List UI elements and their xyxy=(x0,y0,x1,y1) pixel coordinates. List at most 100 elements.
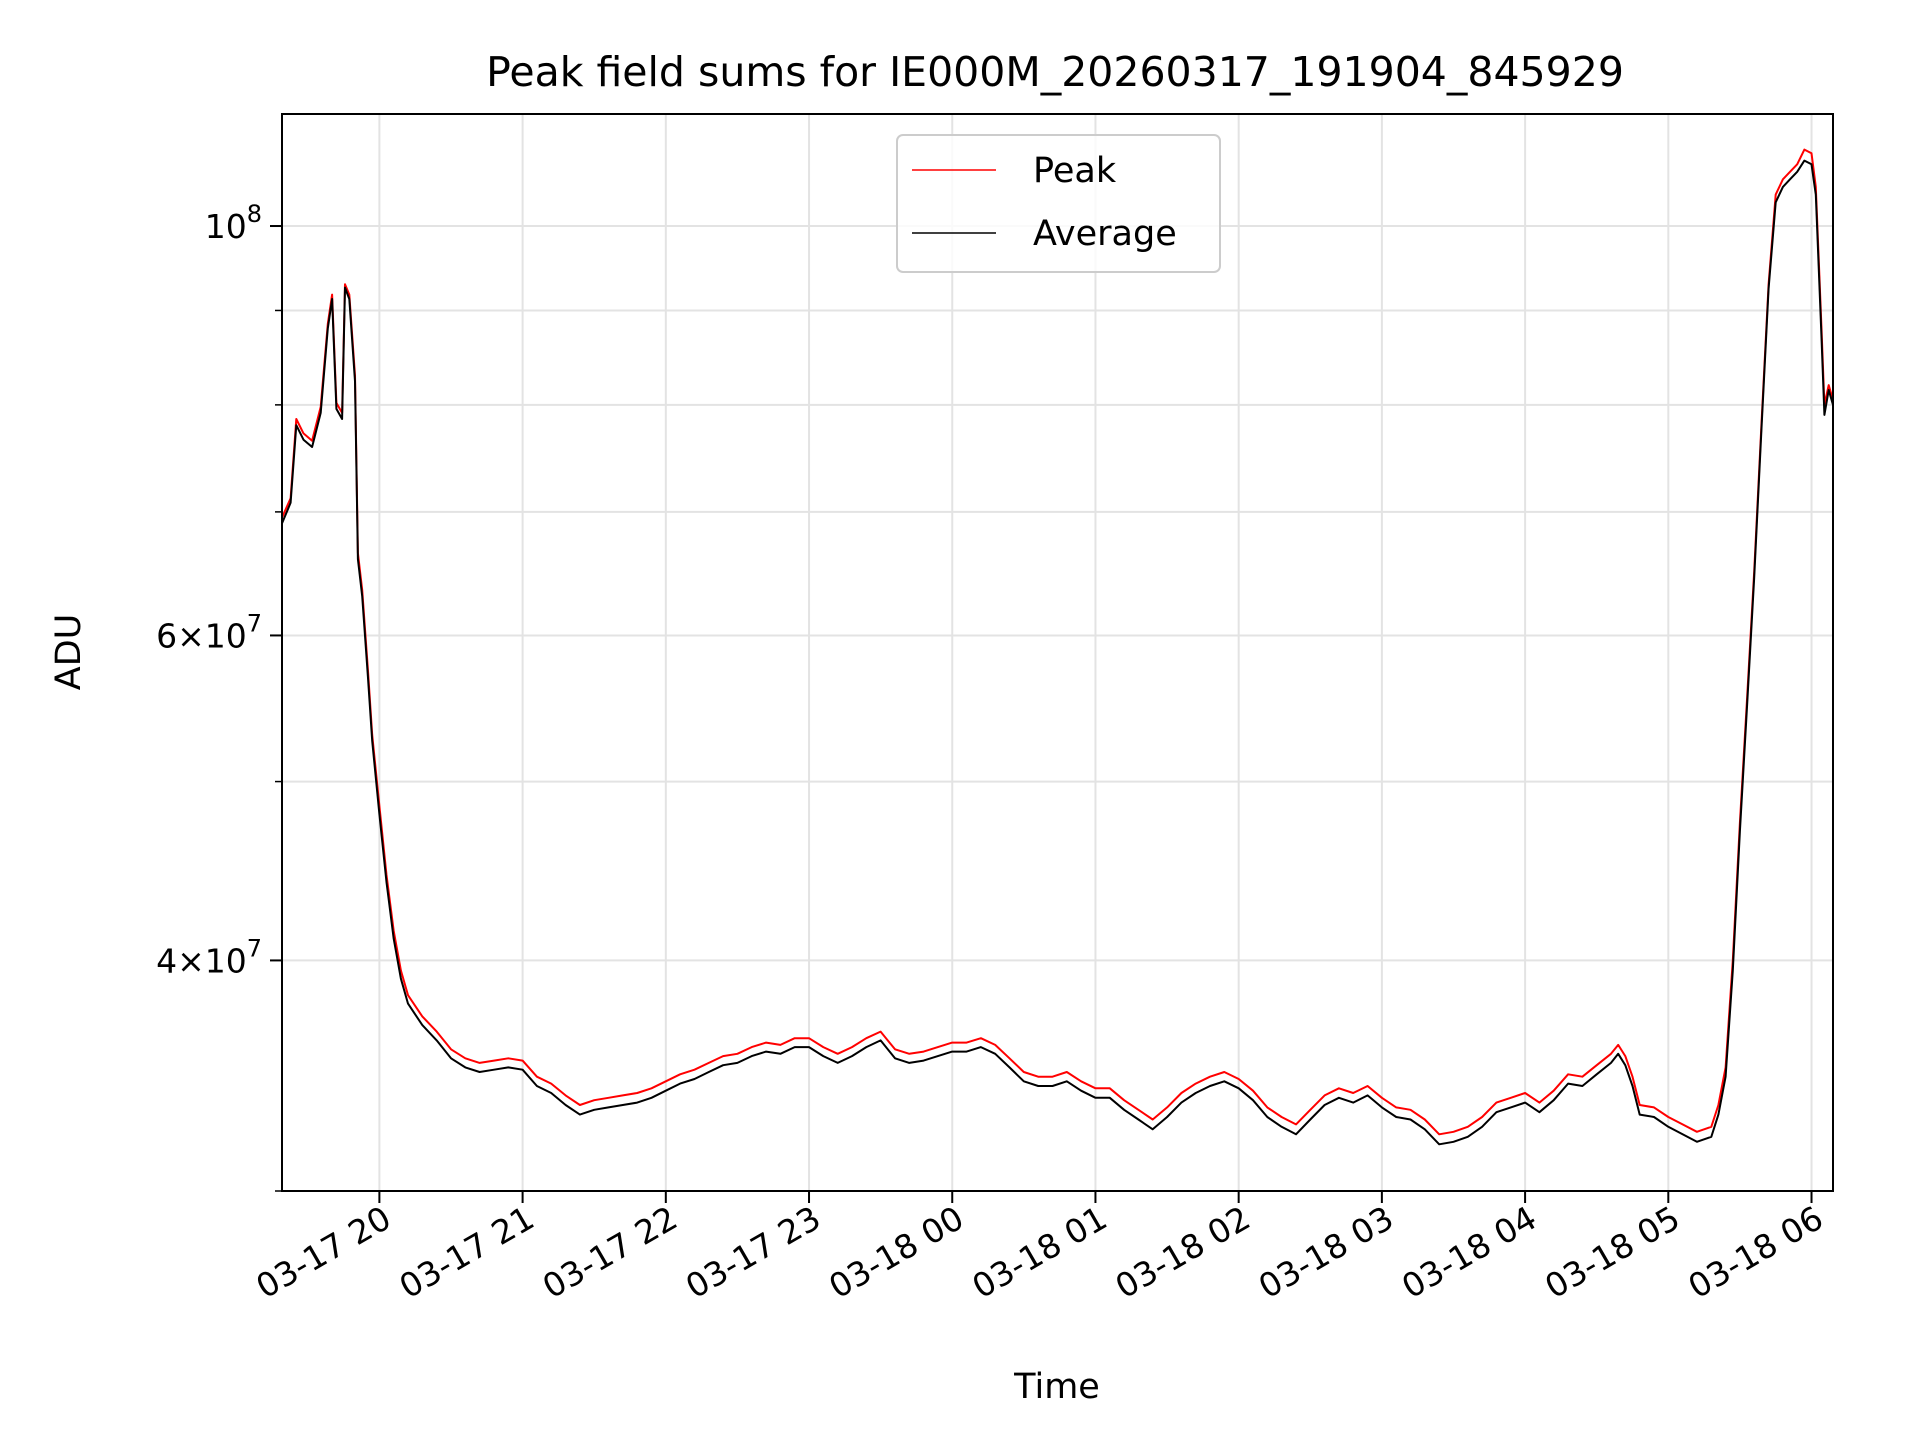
data-point-peak xyxy=(1180,1092,1182,1094)
data-point-average xyxy=(1367,1094,1369,1096)
data-point-peak xyxy=(1209,1076,1211,1078)
data-point-average xyxy=(354,380,356,382)
data-point-average xyxy=(1696,1141,1698,1143)
legend-average-label: Average xyxy=(1033,214,1177,254)
data-point-peak xyxy=(1710,1126,1712,1128)
data-point-peak xyxy=(1266,1106,1268,1108)
data-point-peak xyxy=(493,1060,495,1062)
data-point-average xyxy=(1309,1118,1311,1121)
data-point-average xyxy=(1810,163,1813,165)
data-point-peak xyxy=(536,1076,538,1078)
data-point-average xyxy=(1495,1111,1497,1113)
data-point-peak xyxy=(1008,1057,1011,1059)
data-point-average xyxy=(1828,389,1830,391)
data-point-peak xyxy=(1789,171,1791,173)
data-point-average xyxy=(335,408,337,410)
data-point-average xyxy=(622,1104,624,1106)
data-point-average xyxy=(320,412,322,414)
data-point-peak xyxy=(1324,1094,1326,1096)
data-point-average xyxy=(1725,1076,1727,1078)
data-point-average xyxy=(937,1055,939,1057)
data-point-average xyxy=(1037,1085,1039,1087)
data-point-peak xyxy=(507,1057,509,1059)
data-point-average xyxy=(550,1092,552,1094)
data-point-average xyxy=(1209,1085,1211,1087)
data-point-peak xyxy=(650,1087,653,1089)
data-point-peak xyxy=(622,1094,624,1096)
data-point-average xyxy=(385,881,388,883)
data-point-average xyxy=(1667,1126,1669,1128)
data-point-peak xyxy=(1553,1090,1555,1092)
data-point-peak xyxy=(1438,1133,1440,1135)
data-point-average xyxy=(371,740,373,742)
data-point-average xyxy=(341,418,343,420)
x-axis-label: Time xyxy=(1013,1367,1100,1407)
data-point-average xyxy=(765,1051,767,1053)
data-point-average xyxy=(722,1064,724,1066)
data-point-average xyxy=(751,1055,753,1057)
data-point-average xyxy=(923,1060,925,1062)
data-point-peak xyxy=(1195,1083,1197,1085)
data-point-average xyxy=(1252,1099,1254,1101)
data-point-peak xyxy=(1395,1106,1397,1108)
data-point-peak xyxy=(708,1062,710,1064)
legend: Peak Average xyxy=(896,134,1221,273)
data-point-average xyxy=(1109,1097,1111,1099)
data-point-average xyxy=(1324,1104,1326,1106)
data-point-average xyxy=(593,1109,595,1111)
data-point-average xyxy=(779,1053,782,1055)
data-point-average xyxy=(1452,1141,1455,1143)
data-point-peak xyxy=(751,1046,753,1048)
data-point-average xyxy=(302,439,305,441)
data-point-average xyxy=(693,1078,696,1080)
data-point-peak xyxy=(851,1046,853,1048)
data-point-average xyxy=(1008,1066,1011,1068)
data-point-average xyxy=(1281,1126,1283,1128)
data-point-average xyxy=(1775,201,1777,203)
data-point-peak xyxy=(436,1031,438,1033)
data-point-average xyxy=(1739,830,1741,832)
data-point-peak xyxy=(1467,1126,1469,1128)
data-point-average xyxy=(908,1062,910,1064)
data-point-average xyxy=(851,1055,853,1057)
data-point-peak xyxy=(1094,1087,1097,1089)
data-point-average xyxy=(1617,1053,1619,1055)
data-point-peak xyxy=(1023,1071,1025,1073)
data-point-peak xyxy=(565,1094,567,1096)
data-point-average xyxy=(808,1046,810,1048)
data-point-average xyxy=(1746,704,1748,706)
data-point-average xyxy=(1424,1128,1426,1130)
data-point-average xyxy=(1789,178,1791,180)
data-point-average xyxy=(565,1104,567,1106)
data-point-average xyxy=(1653,1116,1655,1118)
data-point-average xyxy=(1624,1064,1626,1066)
data-point-average xyxy=(1524,1102,1526,1104)
data-point-peak xyxy=(822,1046,824,1048)
data-point-peak xyxy=(937,1046,939,1048)
data-point-average xyxy=(1782,186,1784,188)
data-point-peak xyxy=(1538,1102,1540,1104)
data-point-peak xyxy=(1080,1080,1082,1082)
data-point-peak xyxy=(1238,1078,1240,1080)
chart-title: Peak field sums for IE000M_20260317_1919… xyxy=(486,48,1624,96)
data-point-average xyxy=(400,978,402,980)
data-point-peak xyxy=(1682,1123,1684,1125)
plot-area-frame xyxy=(281,113,1834,1192)
data-point-peak xyxy=(923,1051,925,1053)
data-point-peak xyxy=(951,1042,953,1044)
data-point-peak xyxy=(311,440,313,442)
data-point-average xyxy=(1760,429,1762,431)
data-point-peak xyxy=(665,1080,667,1082)
data-point-peak xyxy=(1581,1076,1583,1078)
data-point-average xyxy=(1823,414,1825,416)
data-point-peak xyxy=(593,1099,595,1101)
data-point-average xyxy=(951,1051,953,1053)
data-point-average xyxy=(1553,1099,1555,1101)
data-point-peak xyxy=(1810,152,1813,154)
data-point-peak xyxy=(607,1097,610,1099)
data-point-average xyxy=(1080,1090,1082,1092)
data-point-peak xyxy=(1524,1092,1526,1094)
data-point-peak xyxy=(1624,1055,1626,1057)
data-point-average xyxy=(1381,1106,1383,1108)
